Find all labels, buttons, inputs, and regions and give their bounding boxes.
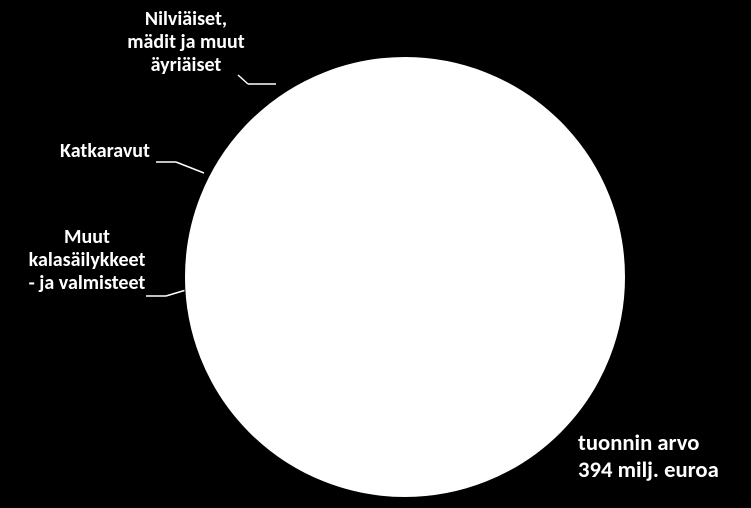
pie-circle [184,56,626,498]
label-nilviaiset: Nilviäiset, mädit ja muut äyriäiset [96,8,276,77]
bottom-text: tuonnin arvo 394 milj. euroa [578,430,719,484]
chart-stage: Nilviäiset, mädit ja muut äyriäiset Katk… [0,0,751,508]
bottom-text-line1: tuonnin arvo [578,430,719,457]
bottom-text-line2: 394 milj. euroa [578,457,719,484]
label-muut-kalasailykkeet: Muut kalasäilykkeet - ja valmisteet [2,226,172,295]
label-katkaravut: Katkaravut [40,140,170,163]
